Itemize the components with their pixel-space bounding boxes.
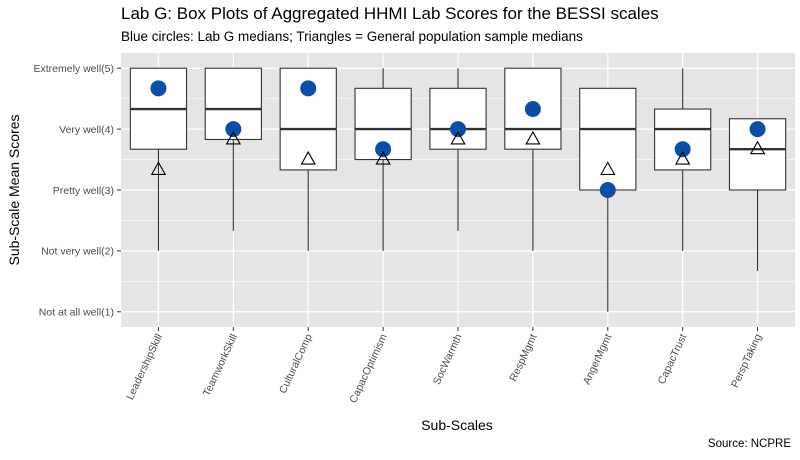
x-tick-label: CapacOptimism <box>347 332 390 405</box>
population-median-triangle <box>749 140 766 155</box>
population-median-triangle <box>150 161 167 175</box>
lab-median-circle <box>524 101 541 118</box>
chart-title: Lab G: Box Plots of Aggregated HHMI Lab … <box>121 4 659 23</box>
x-tick-label: RespMgmt <box>507 332 539 383</box>
y-tick-label: Not very well(2) <box>41 246 114 258</box>
lab-median-circle <box>150 80 167 97</box>
x-tick-label: AngerMgmt <box>581 332 615 386</box>
y-axis: Not at all well(1) Not very well(2) Pretty… <box>33 63 121 319</box>
population-median-triangle <box>300 150 316 165</box>
lab-median-circle <box>599 182 616 198</box>
box-CapacTrust <box>654 68 712 251</box>
source-caption: Source: NCPRE <box>707 438 791 450</box>
box-iqr <box>579 87 637 191</box>
lab-median-circle <box>225 121 242 138</box>
population-median-triangle <box>450 130 466 145</box>
y-tick-label: Pretty well(3) <box>53 185 114 197</box>
x-axis: LeadershipSkill TeamworkSkill CulturalComp… <box>124 327 764 405</box>
population-median-triangle <box>674 150 691 165</box>
population-median-triangle <box>525 130 541 145</box>
x-tick-label: PerspTaking <box>729 332 764 390</box>
x-tick-label: CulturalComp <box>277 332 315 395</box>
lab-median-circle <box>749 121 766 138</box>
lab-median-circle <box>300 80 317 97</box>
median-markers-layer <box>150 80 766 198</box>
x-tick-label: SocWarmth <box>431 332 465 387</box>
box-SocWarmth <box>429 68 487 231</box>
box-iqr <box>429 87 487 150</box>
population-median-triangle <box>600 161 616 175</box>
box-iqr <box>654 108 712 171</box>
x-tick-label: TeamworkSkill <box>201 332 240 398</box>
x-tick-label: LeadershipSkill <box>124 332 165 402</box>
y-tick-label: Extremely well(5) <box>33 63 114 75</box>
x-tick-label: CapacTrust <box>656 332 690 386</box>
box-AngerMgmt <box>579 87 637 312</box>
lab-median-circle <box>450 121 466 138</box>
population-median-triangle <box>225 130 242 145</box>
y-tick-label: Not at all well(1) <box>39 307 114 319</box>
chart-subtitle: Blue circles: Lab G medians; Triangles =… <box>121 29 583 44</box>
x-axis-label: Sub-Scales <box>421 417 493 433</box>
lab-median-circle <box>674 141 691 158</box>
y-tick-label: Very well(4) <box>59 124 114 136</box>
lab-median-circle <box>375 141 392 158</box>
population-median-triangle <box>375 150 391 165</box>
